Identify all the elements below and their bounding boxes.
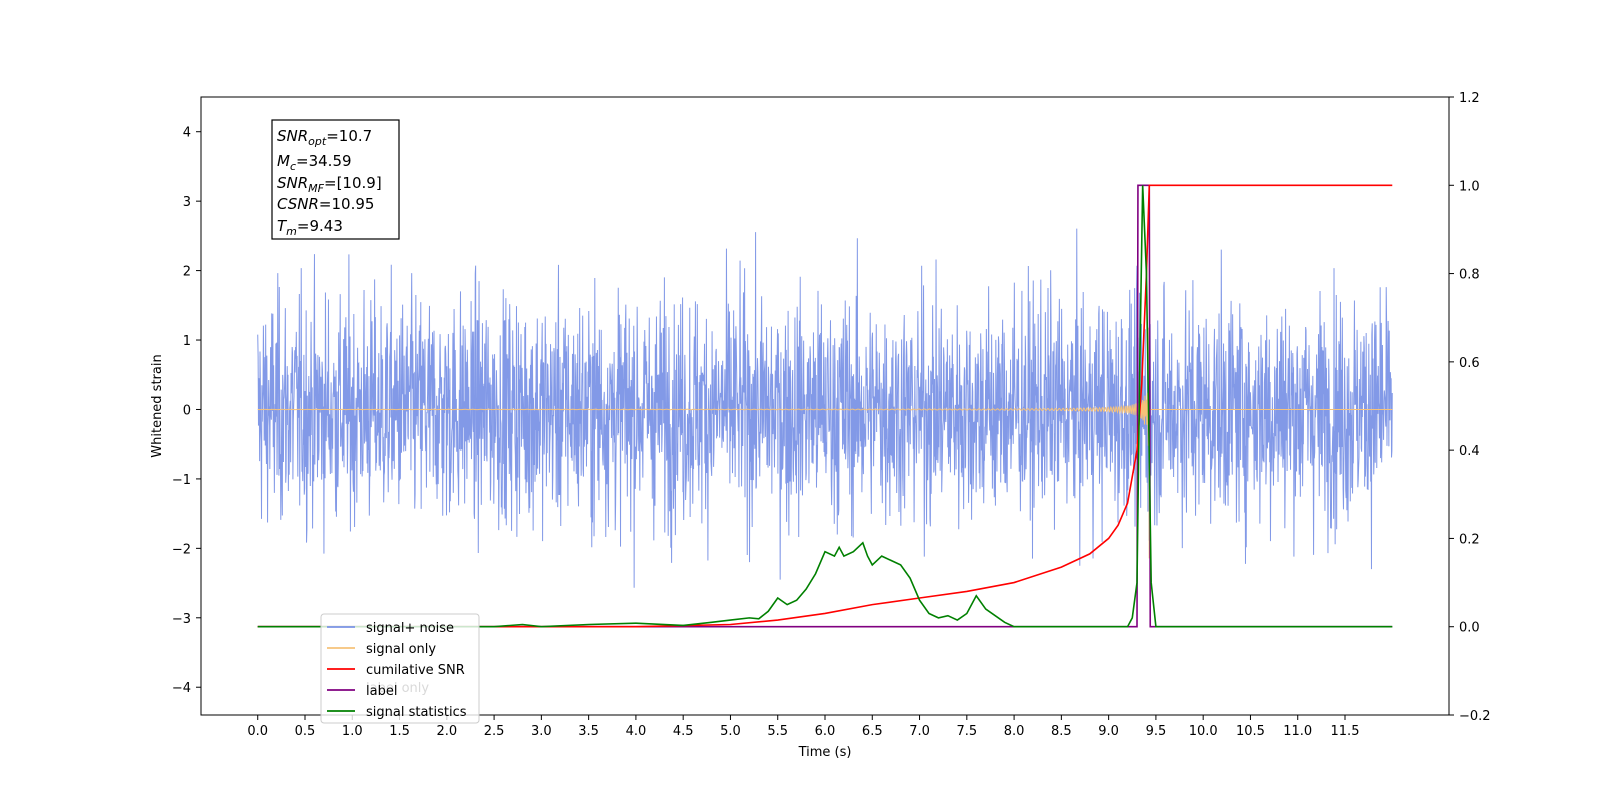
x-tick-label: 9.0 bbox=[1098, 724, 1119, 739]
series-signal-noise-line bbox=[257, 228, 1393, 588]
x-tick-label: 6.0 bbox=[815, 724, 836, 739]
x-axis-label: Time (s) bbox=[798, 745, 852, 760]
annotation-tm: Tm=9.43 bbox=[277, 217, 343, 238]
x-tick-label: 11.0 bbox=[1283, 724, 1312, 739]
y2-tick-label: 0.6 bbox=[1459, 356, 1480, 371]
x-tick-label: 2.5 bbox=[484, 724, 505, 739]
y2-tick-label: 1.2 bbox=[1459, 91, 1480, 106]
x-tick-label: 6.5 bbox=[862, 724, 883, 739]
legend-ghost-label: label only bbox=[366, 681, 429, 696]
series-signal-statisticsline bbox=[257, 185, 1393, 628]
legend-item-label: signal statistics bbox=[366, 705, 467, 720]
x-tick-label: 3.5 bbox=[578, 724, 599, 739]
y-tick-label: −1 bbox=[172, 473, 191, 488]
x-tick-label: 5.5 bbox=[767, 724, 788, 739]
annotation-csnr: CSNR=10.95 bbox=[277, 195, 374, 213]
y-tick-label: −4 bbox=[172, 681, 191, 696]
x-tick-label: 3.0 bbox=[531, 724, 552, 739]
y-axis-ticks: −4 −3 −2 −1 0 1 2 3 4 bbox=[172, 126, 201, 696]
x-tick-label: 1.0 bbox=[342, 724, 363, 739]
x-tick-label: 10.5 bbox=[1236, 724, 1265, 739]
y2-tick-label: 0.4 bbox=[1459, 444, 1480, 459]
series-signal-only-line bbox=[257, 327, 1393, 559]
y-tick-label: 4 bbox=[183, 126, 191, 141]
x-axis-ticks: 0.0 0.5 1.0 1.5 2.0 2.5 3.0 3.5 4.0 4.5 5.0 5.5 6.0 6… bbox=[247, 715, 1359, 739]
x-tick-label: 11.5 bbox=[1331, 724, 1360, 739]
chirp-series-layer bbox=[257, 327, 1393, 559]
legend-item-label: signal+ noise bbox=[366, 621, 454, 636]
x-tick-label: 2.0 bbox=[436, 724, 457, 739]
y-axis-label: Whitened strain bbox=[150, 354, 165, 457]
y-tick-label: 1 bbox=[183, 334, 191, 349]
x-tick-label: 7.5 bbox=[956, 724, 977, 739]
annotation-mc: Mc=34.59 bbox=[277, 152, 352, 173]
right-axis-series-layer bbox=[257, 184, 1393, 628]
x-tick-label: 4.5 bbox=[673, 724, 694, 739]
x-tick-label: 7.0 bbox=[909, 724, 930, 739]
legend-item-label: cumilative SNR bbox=[366, 663, 465, 678]
annotation-snr-opt: SNRopt=10.7 bbox=[277, 127, 372, 148]
y2-tick-label: 0.2 bbox=[1459, 532, 1480, 547]
x-tick-label: 0.0 bbox=[247, 724, 268, 739]
x-tick-label: 4.0 bbox=[626, 724, 647, 739]
x-tick-label: 10.0 bbox=[1189, 724, 1218, 739]
x-tick-label: 0.5 bbox=[295, 724, 316, 739]
y-tick-label: 0 bbox=[183, 403, 191, 418]
noise-series-layer bbox=[257, 228, 1393, 588]
y-tick-label: 3 bbox=[183, 195, 191, 210]
y-tick-label: 2 bbox=[183, 265, 191, 280]
x-tick-label: 9.5 bbox=[1146, 724, 1167, 739]
series-cumilative-snrline bbox=[257, 184, 1393, 628]
legend-item-label: label bbox=[366, 684, 397, 699]
legend: label only signal+ noise signal only cumil… bbox=[320, 613, 480, 724]
x-tick-label: 5.0 bbox=[720, 724, 741, 739]
x-tick-label: 8.5 bbox=[1051, 724, 1072, 739]
parameter-annotation-box: SNRopt=10.7 Mc=34.59 SNRMF=[10.9] CSNR=1… bbox=[271, 119, 400, 240]
y-tick-label: −2 bbox=[172, 542, 191, 557]
y2-tick-label: −0.2 bbox=[1459, 709, 1491, 724]
annotation-snr-mf: SNRMF=[10.9] bbox=[277, 174, 382, 195]
y2-tick-label: 0.0 bbox=[1459, 621, 1480, 636]
y-tick-label: −3 bbox=[172, 612, 191, 627]
legend-item-label: signal only bbox=[366, 642, 436, 657]
y2-tick-label: 0.8 bbox=[1459, 268, 1480, 283]
x-tick-label: 8.0 bbox=[1004, 724, 1025, 739]
y2-axis-ticks: −0.2 0.0 0.2 0.4 0.6 0.8 1.0 1.2 bbox=[1449, 91, 1491, 724]
x-tick-label: 1.5 bbox=[389, 724, 410, 739]
y2-tick-label: 1.0 bbox=[1459, 179, 1480, 194]
